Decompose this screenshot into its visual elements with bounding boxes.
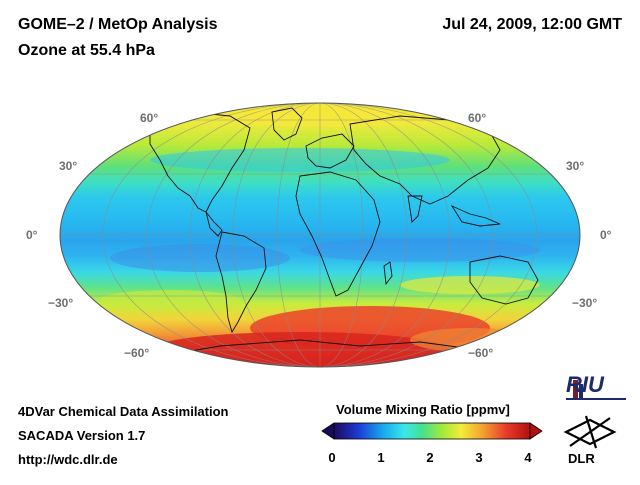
footer-system: 4DVar Chemical Data Assimilation xyxy=(18,404,229,419)
dlr-logo-mark xyxy=(563,415,617,449)
lat-label-left-0: 0° xyxy=(26,228,38,242)
lat-label-left-m30: −30° xyxy=(48,296,74,310)
footer-version: SACADA Version 1.7 xyxy=(18,428,146,443)
title-instrument: GOME–2 / MetOp Analysis xyxy=(18,16,218,33)
lat-label-right-60: 60° xyxy=(468,111,487,125)
colorbar-tick-1: 1 xyxy=(377,450,385,465)
lat-label-right-m30: −30° xyxy=(572,296,598,310)
colorbar-tick-0: 0 xyxy=(328,450,336,465)
lat-label-right-m60: −60° xyxy=(468,346,494,360)
colorbar xyxy=(321,422,543,440)
riu-logo: RIU xyxy=(566,372,604,397)
colorbar-tick-4: 4 xyxy=(524,450,532,465)
colorbar-tick-2: 2 xyxy=(426,450,434,465)
lat-label-right-0: 0° xyxy=(600,228,612,242)
colorbar-title: Volume Mixing Ratio [ppmv] xyxy=(336,402,510,417)
analysis-datetime: Jul 24, 2009, 12:00 GMT xyxy=(442,16,622,33)
colorbar-tick-3: 3 xyxy=(475,450,483,465)
riu-logo-mark xyxy=(566,380,626,400)
title-quantity: Ozone at 55.4 hPa xyxy=(18,42,155,59)
lat-label-left-30: 30° xyxy=(59,159,78,173)
lat-label-left-60: 60° xyxy=(140,111,159,125)
dlr-logo: DLR xyxy=(568,451,595,466)
lat-label-right-30: 30° xyxy=(566,159,585,173)
footer-url-link[interactable]: http://wdc.dlr.de xyxy=(18,452,118,467)
lat-label-left-m60: −60° xyxy=(124,346,150,360)
